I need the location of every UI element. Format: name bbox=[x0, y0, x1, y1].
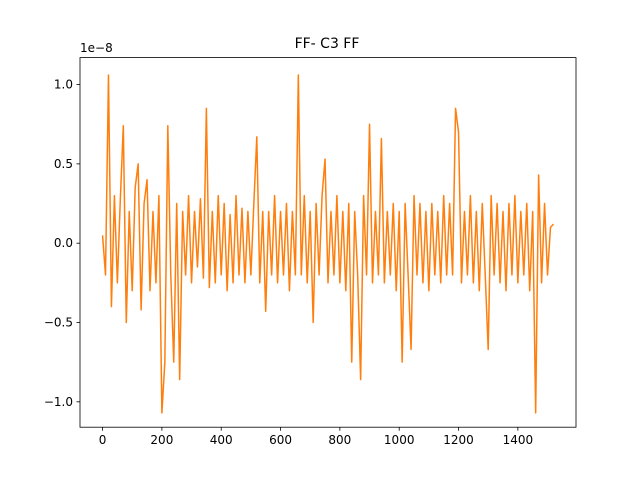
y-tick-label: 1.0 bbox=[54, 78, 73, 92]
x-tick-label: 400 bbox=[210, 433, 233, 447]
x-tick-label: 1200 bbox=[443, 433, 474, 447]
x-tick-label: 600 bbox=[269, 433, 292, 447]
y-tick-label: −0.5 bbox=[44, 316, 73, 330]
axes-frame bbox=[79, 57, 577, 428]
y-offset-label: 1e−8 bbox=[80, 41, 113, 55]
x-tick-label: 200 bbox=[150, 433, 173, 447]
y-tick-label: −1.0 bbox=[44, 395, 73, 409]
chart-title: FF- C3 FF bbox=[295, 36, 360, 52]
x-tick-label: 800 bbox=[328, 433, 351, 447]
y-tick-label: 0.0 bbox=[54, 236, 73, 250]
y-tick-label: 0.5 bbox=[54, 157, 73, 171]
x-tick-label: 1000 bbox=[384, 433, 415, 447]
data-line bbox=[101, 74, 554, 414]
x-tick-label: 1400 bbox=[503, 433, 534, 447]
x-tick-label: 0 bbox=[99, 433, 107, 447]
